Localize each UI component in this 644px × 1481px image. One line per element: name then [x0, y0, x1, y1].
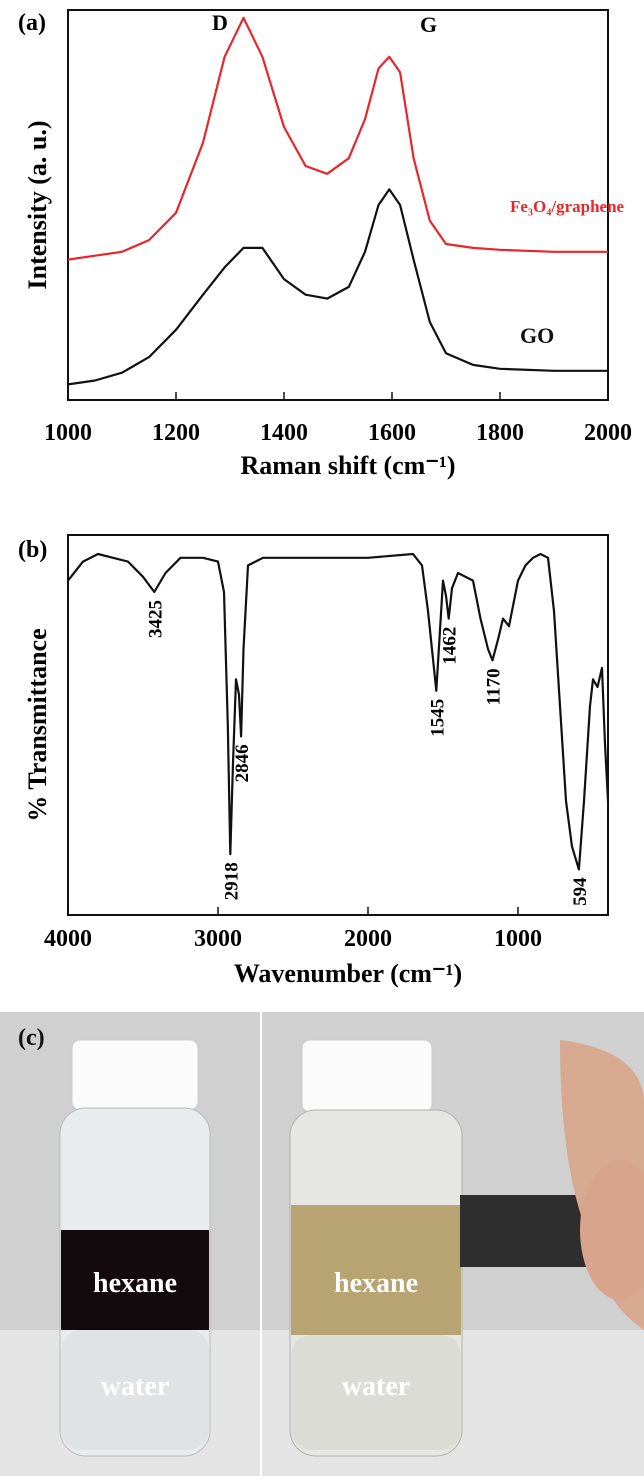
hexane-layer	[291, 1205, 461, 1335]
series-line	[67, 16, 608, 261]
x-tick-label: 1200	[152, 420, 200, 446]
panel-label: (c)	[18, 1025, 45, 1051]
plot-frame	[67, 534, 609, 916]
series-label: GO	[520, 323, 554, 348]
plot-frame	[67, 9, 609, 401]
peak-label: 594	[570, 877, 591, 906]
photo-panel: (c) hexane water hexane water	[0, 1012, 644, 1476]
x-axis-label: Wavenumber (cm⁻¹)	[234, 959, 462, 988]
panel-label: (b)	[18, 537, 47, 563]
annotation: D	[212, 10, 228, 35]
series-line	[67, 188, 608, 386]
vial-cap	[301, 1039, 433, 1113]
layer-label: hexane	[93, 1268, 177, 1299]
peak-label: 1462	[440, 627, 461, 665]
series-line	[67, 552, 610, 871]
water-layer	[291, 1335, 461, 1450]
annotation: G	[420, 12, 437, 37]
x-axis-label: Raman shift (cm⁻¹)	[240, 451, 455, 480]
peak-label: 2918	[221, 862, 242, 900]
layer-label: water	[101, 1371, 169, 1402]
vial-cap	[71, 1039, 199, 1111]
x-tick-label: 1000	[494, 926, 542, 952]
x-tick-label: 1000	[44, 420, 92, 446]
panel-label: (a)	[18, 10, 46, 36]
x-tick-label: 1800	[476, 420, 524, 446]
hexane-layer	[61, 1230, 209, 1330]
chart: 4000 3000 2000 1000 Wavenumber (cm⁻¹) % Trans…	[18, 534, 610, 988]
peak-label: 1170	[484, 668, 505, 705]
finger	[580, 1160, 644, 1300]
chart: 1000 1200 1400 1600 1800 2000 Raman shift (cm⁻…	[18, 9, 632, 480]
x-tick-label: 2000	[344, 926, 392, 952]
x-tick-label: 1400	[260, 420, 308, 446]
peak-label: 2846	[232, 744, 253, 782]
y-axis-label: % Transmittance	[23, 628, 52, 821]
x-tick-label: 1600	[368, 420, 416, 446]
peak-label: 3425	[145, 600, 166, 638]
series-label: Fe₃O₄/graphene	[510, 197, 625, 216]
x-tick-label: 2000	[584, 420, 632, 446]
y-axis-label: Intensity (a. u.)	[23, 120, 52, 289]
x-tick-label: 4000	[44, 926, 92, 952]
water-layer	[61, 1330, 209, 1450]
layer-label: water	[342, 1371, 410, 1402]
layer-label: hexane	[334, 1268, 418, 1299]
x-tick-label: 3000	[194, 926, 242, 952]
peak-label: 1545	[427, 699, 448, 737]
